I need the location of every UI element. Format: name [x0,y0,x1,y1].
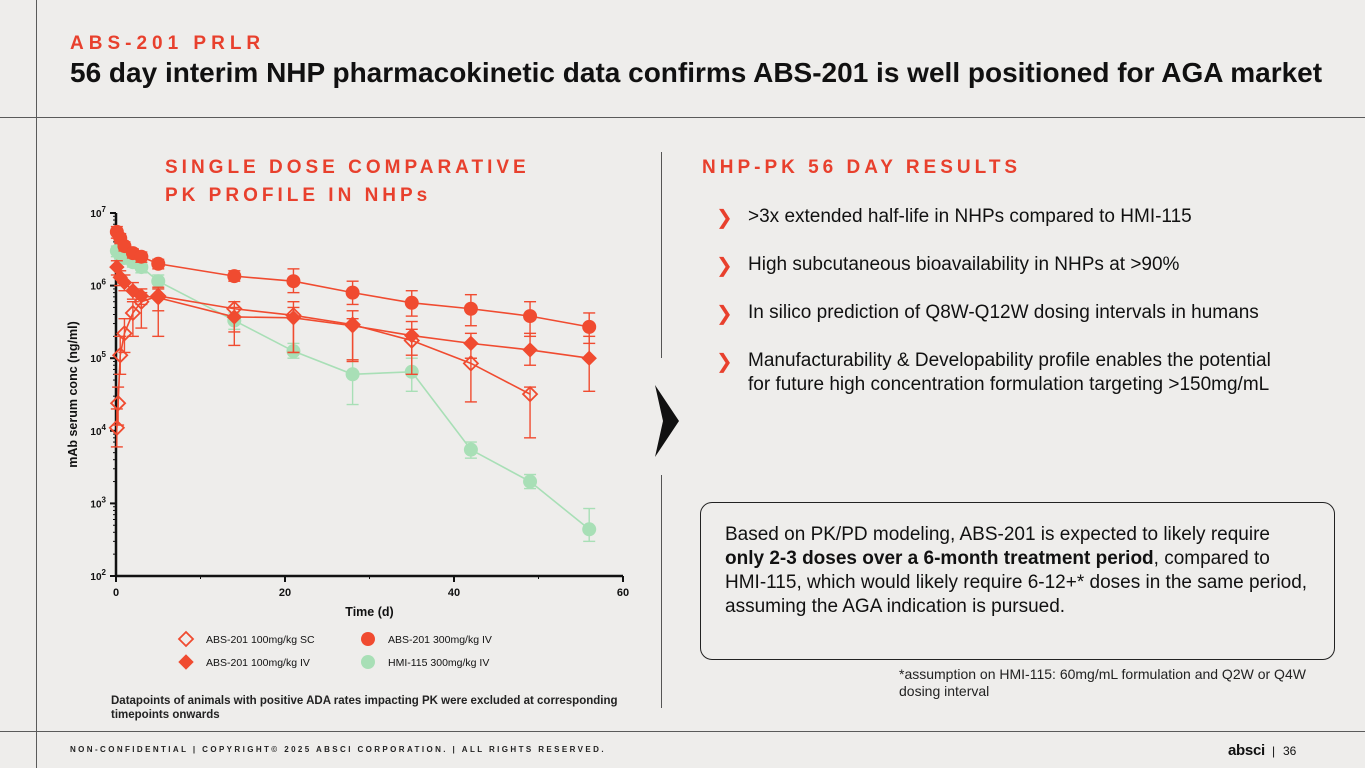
column-divider-bottom [661,475,662,708]
chart-title-line1: SINGLE DOSE COMPARATIVE [165,157,530,178]
result-text: Manufacturability & Developability profi… [748,350,1271,395]
data-point [124,304,142,322]
y-axis-label: mAb serum conc (ng/ml) [66,321,80,468]
chart-title: SINGLE DOSE COMPARATIVE PK PROFILE IN NH… [165,154,530,210]
absci-logo: absci [1228,742,1265,759]
data-point [344,318,361,334]
footer-separator: | [192,745,203,754]
data-point [582,522,597,537]
data-point [109,394,127,412]
pk-chart: 102 103 104 105 106 107 0 20 40 60 Time (d) mAb ser… [66,205,629,670]
data-point [150,290,166,306]
data-point [151,256,166,271]
data-point [116,274,133,291]
assumption-note: *assumption on HMI-115: 60mg/mL formulat… [899,666,1306,699]
footer-divider [0,731,1365,732]
chart-footnote: Datapoints of animals with positive ADA … [111,695,618,721]
list-item: ❯ Manufacturability & Developability pro… [716,349,1288,397]
chevron-right-icon [655,385,679,457]
results-title: NHP-PK 56 DAY RESULTS [702,157,1022,178]
data-point [345,285,360,300]
data-point [404,327,420,344]
y-tick-label: 106 [90,278,106,293]
left-rule [36,0,37,768]
x-tick-label: 60 [617,587,629,599]
x-tick-label: 20 [279,587,291,599]
data-point [134,249,149,264]
data-point [463,301,478,316]
column-divider-top [661,152,662,358]
data-point [404,295,419,310]
footer-copyright: COPYRIGHT© 2025 ABSCI CORPORATION. [202,745,448,754]
chevron-right-icon: ❯ [716,255,733,277]
data-point [133,288,150,304]
data-point [522,342,538,358]
data-point [523,309,538,324]
legend-label: ABS-201 100mg/kg SC [206,634,315,646]
data-point [226,309,243,325]
data-point [285,310,302,326]
data-point [521,385,539,403]
result-text: High subcutaneous bioavailability in NHP… [748,254,1180,275]
data-point [151,274,166,289]
footer-separator: | [452,745,462,754]
header-divider [0,117,1365,118]
data-point [116,325,133,342]
series-line [116,295,531,428]
callout-text-1: Based on PK/PD modeling, ABS-201 is expe… [725,524,1270,545]
result-text: >3x extended half-life in NHPs compared … [748,206,1192,227]
legend-label: ABS-201 300mg/kg IV [388,634,492,646]
callout-bold: only 2-3 doses over a 6-month treatment … [725,548,1154,569]
data-point [111,346,129,364]
data-point [108,419,126,437]
list-item: ❯ >3x extended half-life in NHPs compare… [716,205,1316,229]
y-tick-label: 107 [90,205,106,220]
legend-label: HMI-115 300mg/kg IV [388,657,489,669]
footer: NON-CONFIDENTIAL | COPYRIGHT© 2025 ABSCI… [70,745,606,754]
legend-marker [178,654,194,670]
series-2 [109,224,597,345]
result-text: In silico prediction of Q8W-Q12W dosing … [748,302,1259,323]
list-item: ❯ High subcutaneous bioavailability in N… [716,253,1316,277]
data-point [581,350,597,366]
page-separator: | [1272,744,1276,758]
callout-box: Based on PK/PD modeling, ABS-201 is expe… [700,502,1335,660]
y-tick-label: 102 [90,568,106,583]
series-1 [109,259,597,393]
legend-label: ABS-201 100mg/kg IV [206,657,310,669]
legend-marker [361,632,375,646]
footer-rights: ALL RIGHTS RESERVED. [461,745,606,754]
page-number: 36 [1283,744,1297,758]
legend-marker [177,630,195,648]
data-point [134,260,149,275]
data-point [463,442,478,457]
footer-confidential: NON-CONFIDENTIAL [70,745,189,754]
data-point [582,319,597,334]
data-point [227,269,242,284]
x-tick-label: 0 [113,587,119,599]
legend-marker [361,655,375,669]
chart-title-line2: PK PROFILE IN NHPs [165,185,432,206]
results-list: ❯ >3x extended half-life in NHPs compare… [716,205,1316,397]
chevron-right-icon: ❯ [716,207,733,229]
chevron-right-icon: ❯ [716,303,733,325]
x-tick-label: 40 [448,587,460,599]
callout-text-2: , compared to HMI-115, which would likel… [725,548,1308,617]
data-point [345,367,360,382]
data-point [286,274,301,289]
x-axis-label: Time (d) [345,605,393,619]
y-tick-label: 104 [90,423,106,438]
y-tick-label: 105 [90,350,106,365]
data-point [463,335,479,352]
data-point [523,474,538,489]
list-item: ❯ In silico prediction of Q8W-Q12W dosin… [716,301,1288,325]
section-eyebrow: ABS-201 PRLR [70,33,266,54]
page-title: 56 day interim NHP pharmacokinetic data … [70,57,1323,88]
y-tick-label: 103 [90,495,106,510]
data-point [462,355,480,372]
chevron-right-icon: ❯ [716,351,733,373]
